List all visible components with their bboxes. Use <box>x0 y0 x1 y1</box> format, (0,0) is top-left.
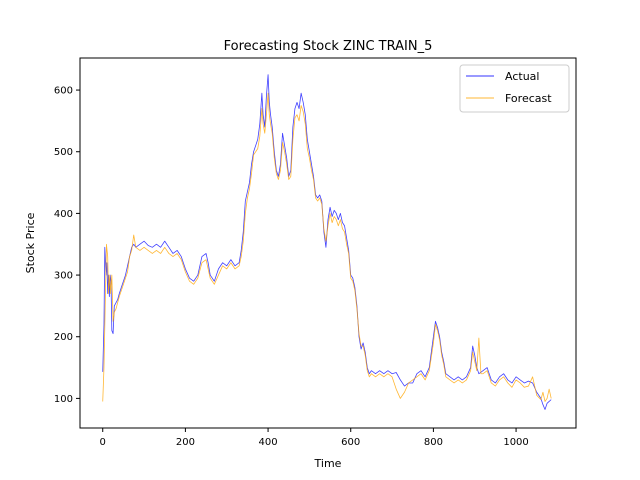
x-axis-ticks: 0 200 400 600 800 1000 <box>100 428 529 448</box>
legend: Actual Forecast <box>459 64 570 113</box>
y-axis-ticks: 100 200 300 400 500 600 <box>54 86 80 405</box>
y-tick-label: 100 <box>54 394 73 405</box>
legend-box <box>459 64 570 113</box>
y-axis-label: Stock Price <box>24 212 37 273</box>
series-line-actual <box>102 74 552 410</box>
legend-label-actual: Actual <box>505 70 539 83</box>
plot-area: 0 200 400 600 800 1000 100 200 300 400 500 600 <box>54 57 577 448</box>
x-tick-label: 400 <box>259 437 278 448</box>
plot-frame <box>79 57 577 429</box>
chart-title: Forecasting Stock ZINC TRAIN_5 <box>224 39 433 54</box>
series-line-forecast <box>102 92 552 402</box>
y-tick-label: 600 <box>54 86 73 97</box>
x-tick-label: 800 <box>424 437 443 448</box>
legend-label-forecast: Forecast <box>505 92 552 105</box>
x-tick-label: 0 <box>100 437 106 448</box>
x-axis-label: Time <box>314 457 342 470</box>
x-tick-label: 200 <box>176 437 195 448</box>
y-tick-label: 400 <box>54 209 73 220</box>
series-layer <box>102 74 552 410</box>
x-tick-label: 600 <box>341 437 360 448</box>
y-tick-label: 200 <box>54 332 73 343</box>
y-tick-label: 500 <box>54 147 73 158</box>
x-tick-label: 1000 <box>503 437 528 448</box>
y-tick-label: 300 <box>54 271 73 282</box>
